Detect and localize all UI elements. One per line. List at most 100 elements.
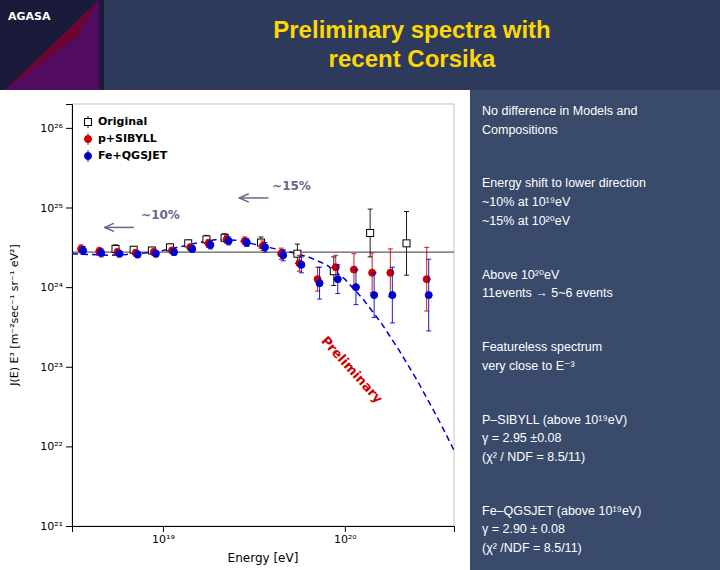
error-cap [299, 256, 304, 257]
y-axis-line [66, 105, 73, 527]
point [225, 237, 232, 244]
error-cap [317, 299, 322, 300]
legend-item: p+SIBYLL [85, 132, 157, 145]
y-tick-mark [66, 208, 72, 209]
y-tick-mark [66, 128, 72, 129]
note: Featureless spectrum very close to E⁻³ [482, 338, 712, 376]
error-cap [317, 267, 322, 268]
error-bar-group [335, 265, 340, 294]
x-axis-line [73, 527, 455, 533]
legend-label: Original [98, 115, 147, 128]
series [80, 237, 433, 331]
y-tick: 10²³ [40, 361, 72, 374]
x-tick: 10²⁰ [334, 526, 357, 546]
error-bar-group [404, 211, 409, 275]
error-bar-group [281, 250, 286, 261]
point [425, 292, 432, 299]
notes-panel: No difference in Models and Compositions… [470, 90, 720, 570]
point [171, 249, 178, 256]
error-cap [424, 247, 429, 248]
plot-panel: 10¹⁹ 10²⁰ 10²¹ 10²² 10²³ 10²⁴ 10²⁵ 10²⁶ ~10%~15%… [0, 90, 470, 570]
point [243, 239, 250, 246]
error-cap [281, 249, 286, 250]
y-tick: 10²⁶ [40, 122, 72, 135]
y-tick: 10²² [40, 440, 72, 453]
point [403, 240, 410, 247]
error-cap [262, 242, 267, 243]
error-bar-group [262, 243, 267, 253]
point [423, 276, 430, 283]
error-cap [281, 260, 286, 261]
reference-line [72, 252, 454, 253]
x-axis-title: Energy [eV] [228, 551, 299, 565]
error-cap [260, 240, 265, 241]
note: P–SIBYLL (above 10¹⁹eV) γ = 2.95 ±0.08 (… [482, 411, 712, 467]
error-bar-group [368, 209, 373, 257]
series [112, 209, 410, 285]
point [332, 264, 339, 271]
annotations: ~10%~15%Preliminary [105, 179, 387, 406]
title: Preliminary spectra with recent Corsika [104, 0, 720, 90]
note: Energy shift to lower direction ~10% at … [482, 174, 712, 230]
error-cap [404, 211, 409, 212]
y-tick: 10²⁴ [40, 281, 72, 294]
error-cap [335, 293, 340, 294]
logo-label: AGASA [8, 10, 51, 23]
error-cap [388, 248, 393, 249]
y-tick-label: 10²⁴ [40, 281, 63, 294]
point [207, 241, 214, 248]
legend-item: Fe+QGSJET [85, 149, 168, 162]
note: Fe–QGSJET (above 10¹⁹eV) γ = 2.90 ± 0.08… [482, 502, 712, 558]
y-tick-label: 10²⁵ [40, 202, 63, 215]
legend-symbol [85, 136, 92, 143]
legend-label: Fe+QGSJET [98, 149, 168, 162]
fit-line [72, 239, 454, 450]
point [98, 249, 105, 256]
header: AGASA Preliminary spectra with recent Co… [0, 0, 720, 90]
error-cap [333, 255, 338, 256]
error-cap [390, 267, 395, 268]
plot-area: 10¹⁹ 10²⁰ 10²¹ 10²² 10²³ 10²⁴ 10²⁵ 10²⁶ ~10%~15%… [40, 104, 454, 546]
y-tick-mark [66, 446, 72, 447]
stamp: Preliminary [318, 333, 386, 406]
x-tick-mark [163, 526, 164, 532]
error-cap [426, 330, 431, 331]
error-cap [297, 255, 302, 256]
error-cap [390, 322, 395, 323]
error-cap [372, 272, 377, 273]
error-bar-group [299, 257, 304, 273]
error-bar-group [372, 273, 377, 318]
y-tick-mark [66, 367, 72, 368]
error-cap [262, 252, 267, 253]
y-tick-label: 10²¹ [40, 520, 63, 533]
error-bar-group [244, 239, 249, 247]
error-cap [279, 248, 284, 249]
error-cap [331, 285, 336, 286]
error-bar-group [135, 251, 140, 257]
x-tick-label: 10¹⁹ [152, 533, 175, 546]
point [80, 247, 87, 254]
error-bar-group [317, 267, 322, 299]
x-tick-label: 10²⁰ [334, 533, 357, 546]
annotation-arrow [239, 197, 268, 199]
error-bar-group [81, 247, 86, 255]
point [350, 266, 357, 273]
point [352, 284, 359, 291]
error-cap [372, 317, 377, 318]
point [316, 280, 323, 287]
error-bar-group [117, 251, 122, 257]
point [387, 269, 394, 276]
logo: AGASA [0, 0, 104, 90]
error-bar-group [426, 259, 431, 331]
marks [72, 209, 454, 450]
chart: 10¹⁹ 10²⁰ 10²¹ 10²² 10²³ 10²⁴ 10²⁵ 10²⁶ ~10%~15%… [0, 90, 470, 570]
point [152, 250, 159, 257]
error-cap [426, 259, 431, 260]
point [298, 261, 305, 268]
plot-frame [72, 104, 454, 526]
point [334, 276, 341, 283]
point [280, 252, 287, 259]
logo-shape [5, 0, 99, 90]
error-bar-group [153, 251, 158, 257]
error-cap [370, 252, 375, 253]
